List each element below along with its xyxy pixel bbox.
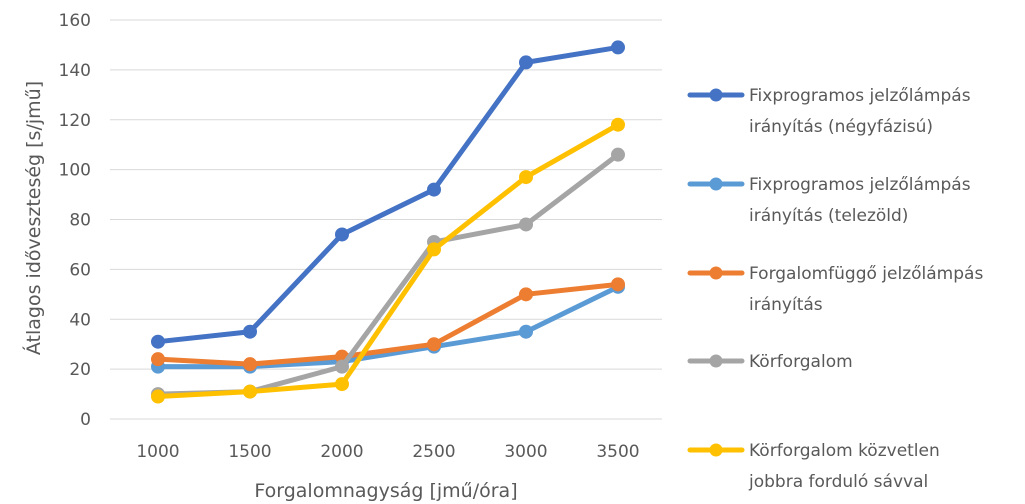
y-tick-label: 20 — [69, 360, 91, 380]
legend-label-line: jobbra forduló sávval — [748, 472, 928, 492]
legend: Fixprogramos jelzőlámpás irányítás (négyf… — [687, 86, 983, 492]
x-tick-label: 3500 — [596, 442, 639, 462]
legend-label-line: irányítás (telezöld) — [749, 206, 908, 226]
data-point — [243, 324, 257, 339]
y-tick-label: 80 — [69, 211, 91, 231]
legend-label-line: Fixprogramos jelzőlámpás — [749, 86, 971, 106]
data-point — [519, 55, 533, 70]
data-point — [519, 324, 533, 339]
legend-label-line: Körforgalom — [749, 352, 853, 372]
series-line — [155, 152, 621, 397]
x-axis-title: Forgalomnagyság [jmű/óra] — [254, 480, 517, 502]
legend-symbol-marker — [709, 266, 723, 280]
legend-label: Forgalomfüggő jelzőlámpás irányítás — [749, 264, 983, 315]
legend-label-line: irányítás (négyfázisú) — [749, 117, 933, 137]
data-point — [335, 377, 349, 392]
series-line — [155, 122, 621, 400]
data-point — [243, 384, 257, 399]
data-point — [243, 357, 257, 372]
y-tick-label: 160 — [59, 11, 91, 31]
legend-symbol-marker — [709, 177, 723, 191]
data-point — [611, 277, 625, 292]
data-point — [335, 227, 349, 242]
y-tick-label: 0 — [80, 410, 91, 430]
legend-symbol-marker — [709, 88, 723, 102]
data-point — [427, 182, 441, 197]
data-point — [151, 352, 165, 367]
x-tick-label: 2000 — [320, 442, 363, 462]
series-1 — [151, 40, 625, 349]
legend-label-line: Fixprogramos jelzőlámpás — [749, 175, 971, 195]
legend-label: Körforgalom — [749, 352, 853, 372]
legend-entry-4: Körforgalom — [687, 352, 853, 372]
y-tick-label: 120 — [59, 111, 91, 131]
legend-entry-2: Fixprogramos jelzőlámpás irányítás (telez… — [687, 175, 971, 226]
y-tick-label: 100 — [59, 161, 91, 181]
legend-entry-3: Forgalomfüggő jelzőlámpás irányítás — [687, 264, 983, 315]
y-axis-title: Átlagos időveszteség [s/jmű] — [22, 81, 45, 355]
legend-symbol-marker — [709, 354, 723, 368]
data-point — [519, 170, 533, 185]
legend-label: Körforgalom közvetlen jobbra forduló sávv… — [748, 441, 940, 492]
legend-label: Fixprogramos jelzőlámpás irányítás (négyf… — [749, 86, 971, 137]
x-tick-label: 3000 — [504, 442, 547, 462]
data-point — [611, 117, 625, 132]
legend-entry-1: Fixprogramos jelzőlámpás irányítás (négyf… — [687, 86, 971, 137]
legend-symbol-marker — [709, 443, 723, 457]
x-tick-label: 1000 — [136, 442, 179, 462]
x-tick-label: 1500 — [228, 442, 271, 462]
series-line — [155, 44, 621, 345]
data-point — [335, 359, 349, 374]
legend-label: Fixprogramos jelzőlámpás irányítás (telez… — [749, 175, 971, 226]
series-line — [155, 281, 621, 367]
series-3 — [151, 277, 625, 372]
x-tick-label: 2500 — [412, 442, 455, 462]
y-tick-label: 40 — [69, 310, 91, 330]
data-point — [427, 242, 441, 257]
legend-label-line: irányítás — [749, 295, 823, 315]
data-point — [519, 287, 533, 302]
data-point — [611, 147, 625, 162]
data-point — [151, 334, 165, 349]
data-point — [151, 389, 165, 404]
series-2 — [151, 279, 625, 374]
legend-entry-5: Körforgalom közvetlen jobbra forduló sávv… — [687, 441, 940, 492]
data-point — [611, 40, 625, 55]
y-tick-label: 140 — [59, 61, 91, 81]
series-layer — [151, 40, 625, 404]
legend-label-line: Forgalomfüggő jelzőlámpás — [749, 264, 983, 284]
data-point — [519, 217, 533, 232]
y-tick-label: 60 — [69, 260, 91, 280]
series-line — [155, 284, 621, 370]
series-5 — [151, 117, 625, 404]
legend-label-line: Körforgalom közvetlen — [749, 441, 940, 461]
axes: 0 20 40 60 80 100 120 140 160 1000 1500 2000 2500 300… — [59, 11, 640, 462]
data-point — [427, 337, 441, 352]
